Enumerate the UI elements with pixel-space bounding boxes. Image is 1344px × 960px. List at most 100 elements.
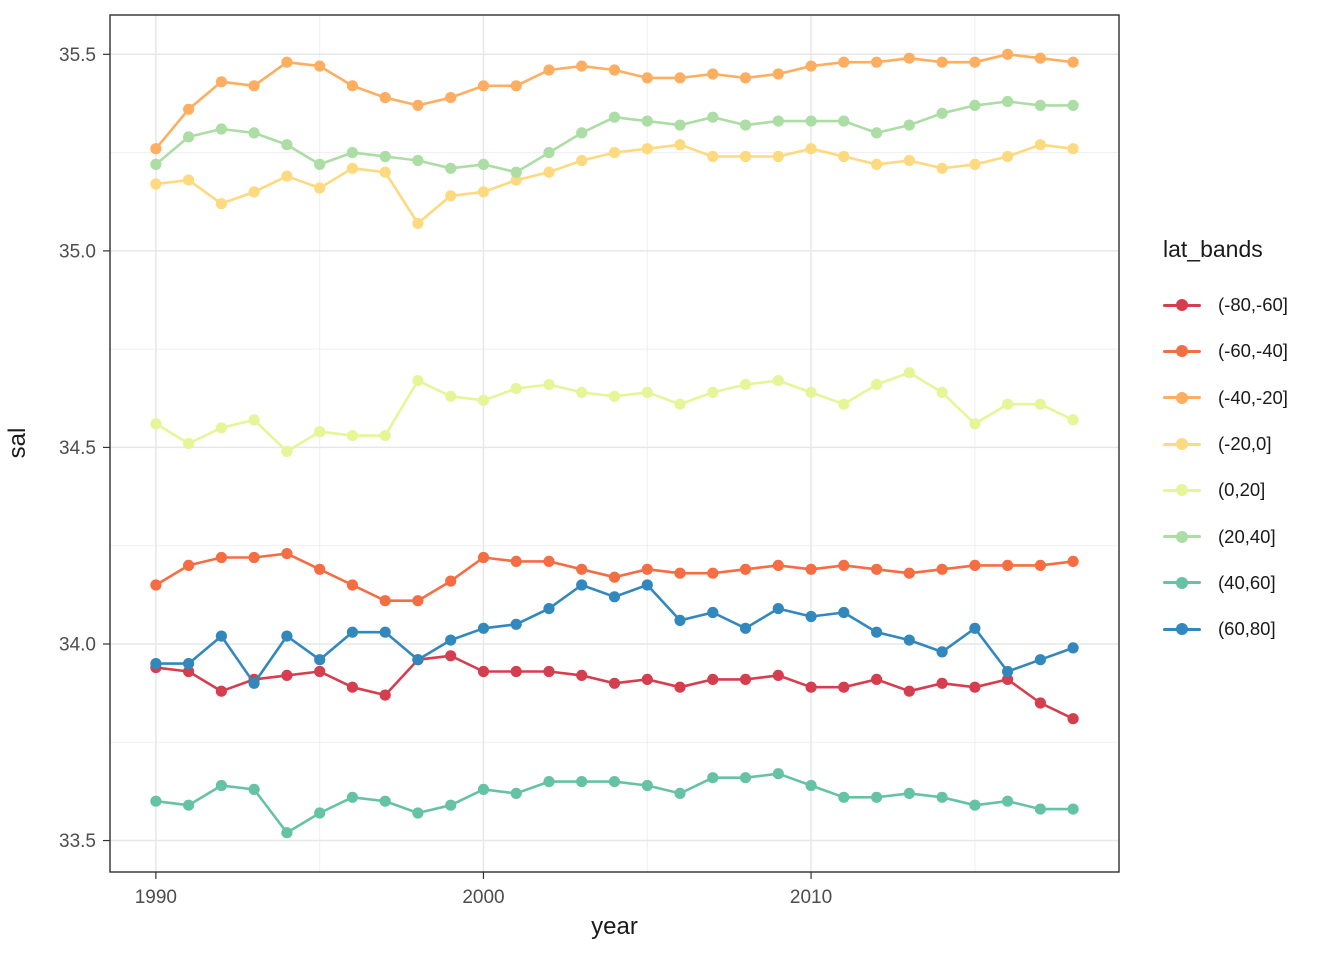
panel-border [109,14,1120,873]
data-point [477,622,490,634]
data-point [477,551,490,564]
data-point [477,394,490,406]
data-point [510,80,522,92]
data-point [215,630,227,642]
data-point [314,807,326,819]
data-point [281,669,293,682]
data-point [772,669,784,682]
data-point [379,689,391,701]
data-point [1067,555,1079,568]
data-point [608,390,621,402]
data-point [739,150,752,163]
data-point [543,378,555,391]
data-point [1067,803,1079,815]
data-point [150,658,162,670]
data-point [248,783,260,796]
gridlines-major [110,15,1119,872]
data-point [871,158,883,170]
data-point [608,64,621,76]
legend-item-label: (-20,0] [1218,433,1272,455]
data-point [805,779,817,792]
data-point [379,150,391,163]
data-point [1034,139,1046,151]
data-point [346,147,358,159]
data-point [674,787,686,800]
data-point [346,80,358,92]
x-tick-label: 1990 [135,887,177,908]
data-point [903,787,915,800]
data-point [674,567,686,579]
series-(0,20] [150,367,1079,457]
data-point [871,127,883,139]
data-point [215,685,227,697]
data-point [215,551,227,564]
y-tick-label: 35.0 [59,241,96,262]
data-point [445,190,457,202]
legend-item: (-20,0] [1163,421,1288,467]
data-point [379,92,391,104]
data-point [1034,559,1046,572]
data-point [510,555,522,568]
data-point [805,143,817,155]
data-point [346,626,358,638]
data-point [1002,665,1014,678]
data-point [543,665,555,678]
data-point [903,567,915,579]
data-point [445,162,457,174]
data-point [739,563,752,575]
data-point [576,776,588,788]
data-point [412,154,424,167]
data-point [739,622,752,634]
data-point [772,68,784,80]
data-point [445,650,457,662]
data-point [412,595,424,607]
data-point [772,150,784,163]
legend-item-label: (-60,-40] [1218,340,1288,362]
data-point [805,115,817,127]
data-point [936,56,948,68]
data-point [608,677,621,689]
data-point [412,217,424,229]
data-point [903,367,915,379]
data-point [543,147,555,159]
data-point [739,772,752,784]
data-point [936,162,948,174]
data-point [445,390,457,402]
data-point [576,154,588,167]
data-point [936,563,948,575]
data-point [903,52,915,64]
data-point [510,382,522,395]
data-point [576,579,588,591]
data-point [346,791,358,803]
y-tick-label: 34.5 [59,438,96,459]
data-point [805,681,817,693]
data-point [838,115,850,127]
data-point [477,158,490,170]
data-point [608,111,621,123]
data-point [445,799,457,811]
data-point [1002,559,1014,572]
x-axis-title: year [591,913,638,940]
data-point [477,80,490,92]
data-point [936,646,948,658]
data-point [346,579,358,591]
data-point [248,414,260,426]
data-point [1034,99,1046,111]
data-point [445,92,457,104]
legend-key-icon [1163,622,1201,636]
data-point [1067,414,1079,426]
y-tick-label: 35.5 [59,45,96,66]
data-point [412,99,424,111]
data-point [838,791,850,803]
data-point [183,799,195,811]
data-point [903,685,915,697]
data-point [1034,654,1046,666]
data-point [936,791,948,803]
legend-item: (-40,-20] [1163,375,1288,421]
data-point [576,127,588,139]
data-point [1002,48,1014,60]
legend-key-icon [1163,344,1201,358]
legend-item: (40,60] [1163,560,1288,606]
data-point [576,669,588,682]
data-point [1002,795,1014,807]
